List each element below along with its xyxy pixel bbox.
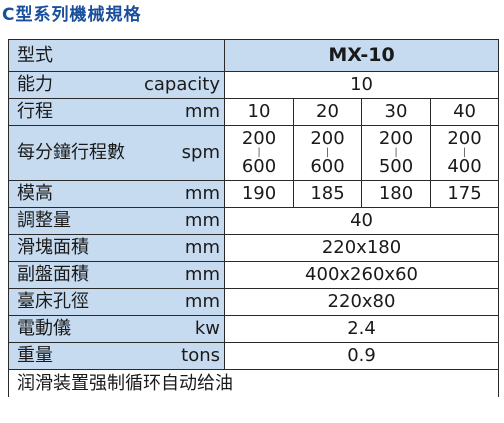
spec-table: 型式 MX-10 能力 capacity 10 行程 mm 10 20 30 4… — [7, 39, 500, 397]
row-unit: spm — [181, 142, 220, 163]
row-unit: mm — [184, 210, 220, 231]
spm-range-top: 200 — [378, 128, 414, 149]
slide-area-row: 滑塊面積 mm 220x180 — [8, 234, 500, 262]
table-header-row: 型式 MX-10 — [8, 39, 500, 72]
row-name: 電動儀 — [17, 318, 71, 339]
stroke-row: 行程 mm 10 20 30 40 — [8, 98, 500, 126]
row-name: 模高 — [17, 183, 53, 204]
spm-range-bottom: 600 — [310, 156, 345, 177]
spm-range: 200 | 600 — [293, 125, 362, 181]
row-unit: mm — [184, 183, 220, 204]
spm-range-top: 200 — [310, 128, 345, 149]
spm-range: 200 | 500 — [361, 125, 431, 181]
adjustment-row: 調整量 mm 40 — [8, 207, 500, 235]
stroke-value: 40 — [429, 98, 500, 126]
spm-range: 200 | 600 — [224, 125, 294, 181]
die-height-value: 175 — [429, 180, 500, 208]
row-name: 調整量 — [17, 210, 71, 231]
slide-area-value: 220x180 — [223, 234, 500, 262]
weight-label: 重量 tons — [8, 342, 225, 370]
row-unit: mm — [184, 264, 220, 285]
capacity-row: 能力 capacity 10 — [8, 71, 500, 99]
bolster-area-value: 400x260x60 — [223, 261, 500, 289]
capacity-label: 能力 capacity — [8, 71, 225, 99]
spm-range-bottom: 500 — [378, 156, 414, 177]
motor-value: 2.4 — [223, 315, 500, 343]
die-height-value: 185 — [293, 180, 362, 208]
row-name: 滑塊面積 — [17, 237, 89, 258]
row-name: 重量 — [17, 345, 53, 366]
spm-range-separator: | — [394, 147, 398, 158]
table-hole-value: 220x80 — [223, 288, 500, 316]
stroke-value: 30 — [361, 98, 431, 126]
table-hole-row: 臺床孔徑 mm 220x80 — [8, 288, 500, 316]
bolster-area-row: 副盤面積 mm 400x260x60 — [8, 261, 500, 289]
row-unit: mm — [184, 291, 220, 312]
die-height-value: 180 — [361, 180, 431, 208]
row-name: 副盤面積 — [17, 264, 89, 285]
spm-row: 每分鐘行程數 spm 200 | 600 200 | 600 200 | 500 — [8, 125, 500, 181]
spm-range-bottom: 400 — [447, 156, 482, 177]
spm-range-bottom: 600 — [241, 156, 277, 177]
row-name: 能力 — [17, 74, 53, 95]
stroke-label: 行程 mm — [8, 98, 225, 126]
stroke-value: 10 — [224, 98, 294, 126]
type-label: 型式 — [8, 39, 225, 72]
spm-range-separator: | — [257, 147, 261, 158]
spm-label: 每分鐘行程數 spm — [8, 125, 225, 181]
row-unit: tons — [181, 345, 220, 366]
row-unit: mm — [184, 237, 220, 258]
motor-label: 電動儀 kw — [8, 315, 225, 343]
note-row: 润滑装置强制循环自动给油 — [7, 369, 500, 397]
row-unit: capacity — [144, 74, 220, 95]
weight-row: 重量 tons 0.9 — [8, 342, 500, 370]
motor-row: 電動儀 kw 2.4 — [8, 315, 500, 343]
spm-range: 200 | 400 — [429, 125, 500, 181]
spm-range-separator: | — [325, 147, 330, 158]
lubrication-note: 润滑装置强制循环自动给油 — [7, 369, 500, 397]
spm-range-separator: | — [462, 147, 467, 158]
row-unit: kw — [194, 318, 220, 339]
die-height-row: 模高 mm 190 185 180 175 — [8, 180, 500, 208]
row-name: 行程 — [17, 101, 53, 122]
model-name: MX-10 — [223, 39, 500, 72]
spm-range-top: 200 — [447, 128, 482, 149]
page-title: C型系列機械規格 — [2, 5, 142, 25]
slide-area-label: 滑塊面積 mm — [8, 234, 225, 262]
adjustment-value: 40 — [223, 207, 500, 235]
row-name: 每分鐘行程數 — [17, 142, 125, 163]
row-name: 臺床孔徑 — [17, 291, 89, 312]
weight-value: 0.9 — [223, 342, 500, 370]
row-unit: mm — [184, 101, 220, 122]
capacity-value: 10 — [223, 71, 500, 99]
spm-range-top: 200 — [241, 128, 277, 149]
bolster-area-label: 副盤面積 mm — [8, 261, 225, 289]
stroke-value: 20 — [293, 98, 362, 126]
type-label-text: 型式 — [17, 45, 53, 66]
die-height-label: 模高 mm — [8, 180, 225, 208]
adjustment-label: 調整量 mm — [8, 207, 225, 235]
die-height-value: 190 — [224, 180, 294, 208]
table-hole-label: 臺床孔徑 mm — [8, 288, 225, 316]
